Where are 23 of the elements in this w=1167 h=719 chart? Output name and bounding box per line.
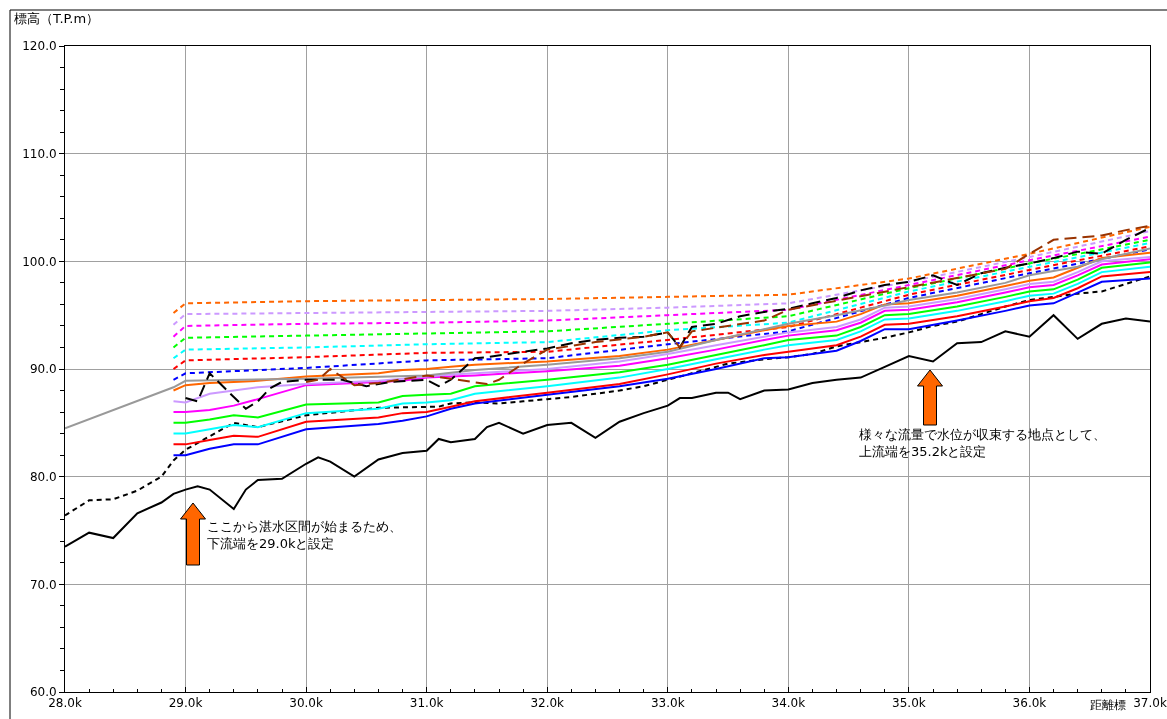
x-tick-label: 35.0k bbox=[892, 696, 926, 711]
y-tick-label: 80.0 bbox=[29, 469, 57, 484]
x-tick-label: 31.0k bbox=[409, 696, 444, 711]
line-series bbox=[172, 225, 1150, 315]
x-tick-label: 29.0k bbox=[168, 696, 203, 711]
x-tick-label: 33.0k bbox=[650, 696, 685, 711]
y-tick-label: 110.0 bbox=[22, 146, 57, 161]
line-series bbox=[305, 224, 1150, 387]
x-tick-label: 32.0k bbox=[530, 696, 565, 711]
annotation: ここから湛水区間が始まるため、下流端を29.0kと設定 bbox=[207, 519, 402, 551]
x-tick-label: 28.0k bbox=[48, 696, 82, 711]
x-axis-title: 距離標 bbox=[1090, 698, 1126, 712]
annotation: 様々な流量で水位が収束する地点として、上流端を35.2kと設定 bbox=[859, 427, 1106, 459]
y-tick-label: 100.0 bbox=[22, 254, 57, 269]
y-tick-label: 90.0 bbox=[29, 362, 57, 377]
line-series bbox=[172, 230, 1150, 326]
x-tick-label: 36.0k bbox=[1012, 696, 1047, 711]
y-axis-title: 標高（T.P.m） bbox=[14, 11, 100, 26]
x-tick-label: 30.0k bbox=[289, 696, 323, 711]
x-tick-label: 34.0k bbox=[771, 696, 806, 711]
x-tick-label: 37.0k bbox=[1133, 696, 1167, 711]
y-tick-label: 120.0 bbox=[22, 39, 57, 54]
y-tick-label: 70.0 bbox=[29, 577, 57, 592]
